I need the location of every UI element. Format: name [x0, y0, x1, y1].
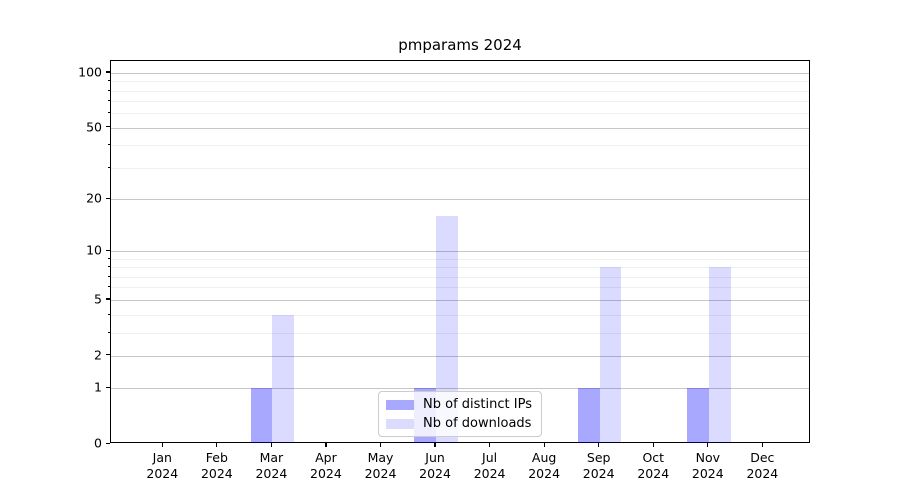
legend-item-downloads: Nb of downloads: [386, 416, 532, 431]
gridline-minor: [111, 287, 809, 289]
bar-downloads: [708, 267, 731, 443]
y-tick-label: 50: [86, 119, 102, 135]
y-minor-tick-mark: [107, 80, 110, 82]
x-tick-label: Jan 2024: [146, 450, 179, 481]
y-tick-label: 5: [94, 291, 102, 307]
chart-title: pmparams 2024: [398, 36, 522, 54]
gridline-minor: [111, 167, 809, 169]
y-minor-tick-mark: [107, 331, 110, 333]
x-tick-mark: [270, 443, 272, 447]
gridline-major: [111, 251, 809, 253]
x-tick-label: Mar 2024: [255, 450, 288, 481]
bar-distinct-ips: [250, 388, 273, 443]
y-minor-tick-mark: [107, 257, 110, 259]
legend-item-distinct-ips: Nb of distinct IPs: [386, 397, 532, 412]
legend-label-downloads: Nb of downloads: [423, 416, 532, 431]
legend-swatch-distinct-ips: [386, 399, 415, 410]
x-tick-mark: [489, 443, 491, 447]
bar-distinct-ips: [577, 388, 600, 443]
y-minor-tick-mark: [107, 100, 110, 102]
bar-downloads: [599, 267, 622, 443]
y-minor-tick-mark: [107, 266, 110, 268]
x-tick-label: Dec 2024: [746, 450, 779, 481]
y-tick-mark: [106, 71, 110, 73]
x-tick-mark: [761, 443, 763, 447]
y-tick-label: 1: [94, 379, 102, 395]
x-tick-label: May 2024: [364, 450, 397, 481]
bar-downloads: [272, 314, 295, 443]
y-tick-mark: [106, 249, 110, 251]
bar-distinct-ips: [687, 388, 709, 443]
y-minor-tick-mark: [107, 313, 110, 315]
plot-area: Nb of distinct IPs Nb of downloads: [110, 60, 810, 443]
y-tick-mark: [106, 354, 110, 356]
x-tick-mark: [598, 443, 600, 447]
y-tick-label: 0: [94, 435, 102, 451]
gridline-minor: [111, 258, 809, 260]
y-tick-label: 20: [86, 190, 102, 206]
x-tick-label: Oct 2024: [637, 450, 670, 481]
y-minor-tick-mark: [107, 112, 110, 114]
y-tick-mark: [106, 386, 110, 388]
x-tick-mark: [652, 443, 654, 447]
gridline-minor: [111, 314, 809, 316]
x-tick-label: Nov 2024: [691, 450, 724, 481]
x-tick-mark: [707, 443, 709, 447]
gridline-minor: [111, 267, 809, 269]
gridline-minor: [111, 90, 809, 92]
y-minor-tick-mark: [107, 275, 110, 277]
x-tick-mark: [161, 443, 163, 447]
x-tick-label: Jul 2024: [473, 450, 506, 481]
y-tick-mark: [106, 197, 110, 199]
x-tick-mark: [543, 443, 545, 447]
y-tick-label: 2: [94, 347, 102, 363]
x-tick-label: Sep 2024: [582, 450, 615, 481]
gridline-major: [111, 72, 809, 74]
gridline-minor: [111, 145, 809, 147]
gridline-minor: [111, 332, 809, 334]
x-tick-label: Jun 2024: [419, 450, 451, 481]
y-minor-tick-mark: [107, 166, 110, 168]
gridline-major: [111, 199, 809, 201]
gridline-major: [111, 127, 809, 129]
y-tick-mark: [106, 442, 110, 444]
x-tick-label: Feb 2024: [200, 450, 233, 481]
y-minor-tick-mark: [107, 144, 110, 146]
gridline-major: [111, 299, 809, 301]
x-tick-label: Aug 2024: [528, 450, 561, 481]
gridline-minor: [111, 101, 809, 103]
y-minor-tick-mark: [107, 286, 110, 288]
y-tick-mark: [106, 126, 110, 128]
y-minor-tick-mark: [107, 89, 110, 91]
x-tick-mark: [325, 443, 327, 447]
x-tick-label: Apr 2024: [310, 450, 342, 481]
bar-downloads: [436, 216, 458, 443]
gridline-major: [111, 388, 809, 390]
gridline-major: [111, 355, 809, 357]
gridline-minor: [111, 81, 809, 83]
x-tick-mark: [379, 443, 382, 447]
gridline-minor: [111, 113, 809, 115]
y-tick-label: 100: [78, 64, 102, 80]
legend-swatch-downloads: [386, 418, 415, 429]
legend: Nb of distinct IPs Nb of downloads: [378, 391, 542, 437]
x-tick-mark: [434, 443, 436, 447]
y-tick-mark: [106, 298, 110, 300]
x-tick-mark: [216, 443, 218, 447]
gridline-minor: [111, 276, 809, 278]
legend-label-distinct-ips: Nb of distinct IPs: [423, 397, 532, 412]
y-tick-label: 10: [86, 242, 102, 258]
